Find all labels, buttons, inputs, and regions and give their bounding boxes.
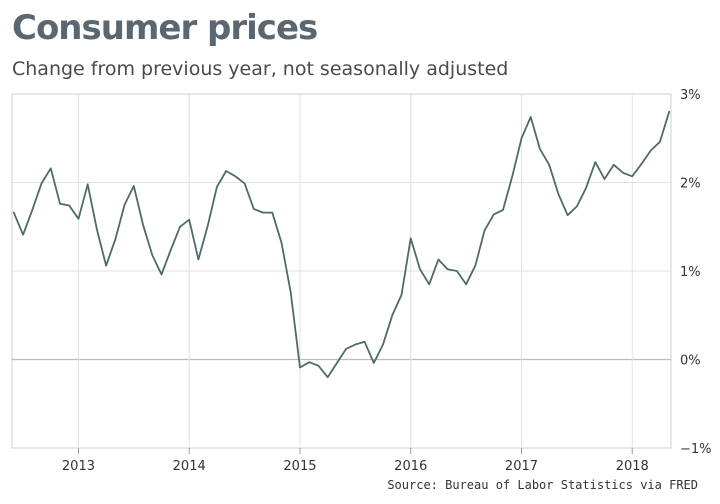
chart-title: Consumer prices <box>12 8 318 48</box>
x-tick-label: 2015 <box>283 459 316 474</box>
x-tick-label: 2014 <box>173 459 206 474</box>
x-axis-ticks: 2013 2014 2015 2016 2017 2018 <box>62 448 649 474</box>
y-tick-label: −1% <box>680 442 712 457</box>
chart-subtitle: Change from previous year, not seasonall… <box>12 58 509 80</box>
series-layer <box>12 110 671 379</box>
y-axis-ticks: 3% 2% 1% 0% −1% <box>680 88 712 457</box>
grid-lines <box>12 94 671 448</box>
x-tick-label: 2013 <box>62 459 95 474</box>
x-tick-label: 2018 <box>616 459 649 474</box>
y-tick-label: 1% <box>680 265 701 280</box>
x-tick-label: 2016 <box>394 459 427 474</box>
series-line <box>12 110 671 379</box>
source-note: Source: Bureau of Labor Statistics via F… <box>387 478 698 492</box>
x-tick-label: 2017 <box>505 459 538 474</box>
y-tick-label: 2% <box>680 177 701 192</box>
y-tick-label: 3% <box>680 88 701 103</box>
y-tick-label: 0% <box>680 354 701 369</box>
